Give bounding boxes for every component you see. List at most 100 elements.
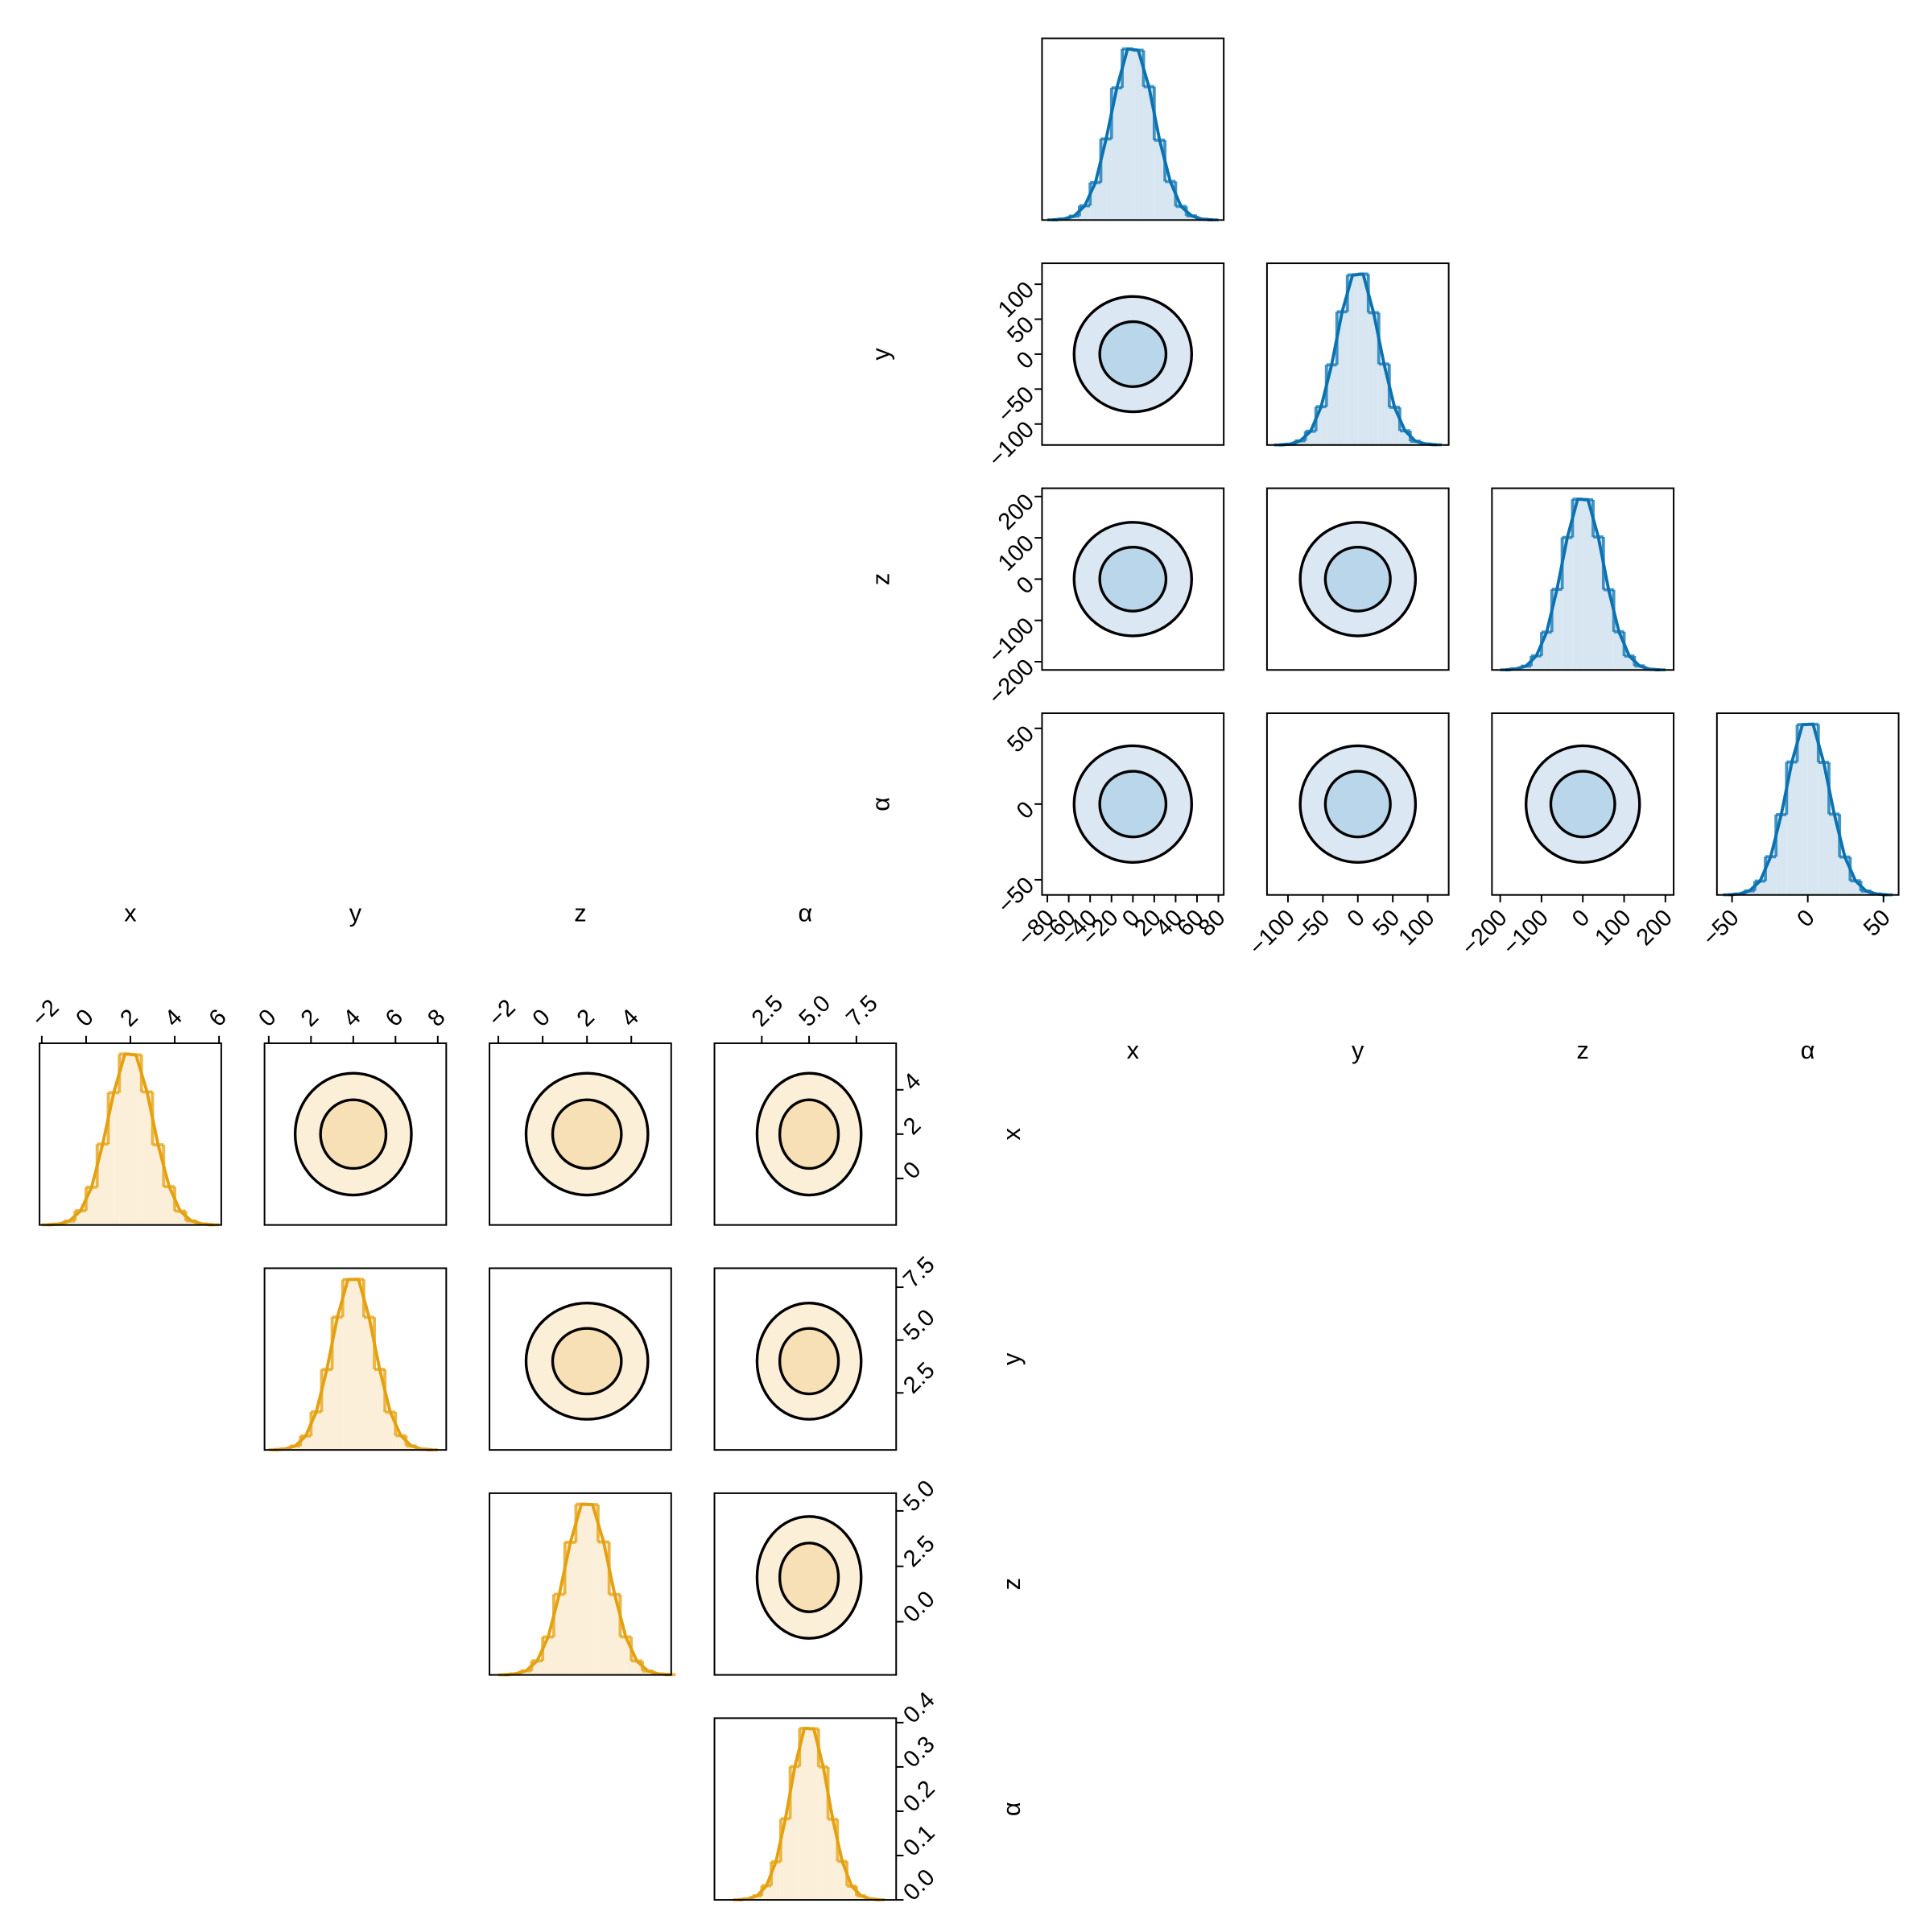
y-tick-label: 0 — [1012, 797, 1039, 824]
x-tick-label: −2 — [484, 995, 521, 1032]
histogram-bar — [1634, 666, 1645, 671]
x-tick-label: −200 — [1457, 905, 1513, 960]
histogram-bar — [752, 1896, 762, 1901]
histogram-bar — [1593, 537, 1604, 671]
x-tick-label: 2.5 — [747, 991, 788, 1032]
y-tick-label: −50 — [993, 873, 1039, 919]
x-tick-label: 7.5 — [841, 991, 882, 1032]
histogram-bar — [1378, 364, 1389, 445]
contour — [551, 1098, 623, 1170]
y-axis-label: y — [997, 1352, 1026, 1365]
density-curve — [1505, 497, 1661, 671]
x-tick-label: 100 — [1590, 905, 1636, 951]
histogram-bar — [809, 1728, 819, 1901]
density-curve — [1278, 272, 1437, 447]
histogram-bar — [374, 1369, 386, 1451]
contour — [1549, 770, 1616, 839]
histogram-bar — [141, 1092, 153, 1225]
histogram-bar — [1294, 440, 1306, 445]
histogram-bar — [1562, 537, 1573, 671]
y-tick-label: 0.0 — [898, 1587, 939, 1628]
histogram-bar — [363, 1317, 375, 1451]
x-tick-label: −2 — [27, 995, 64, 1032]
contour — [551, 1327, 623, 1396]
y-tick-label: 200 — [993, 489, 1039, 535]
x-tick-label: 200 — [1632, 905, 1678, 951]
x-axis-label: y — [1352, 1036, 1364, 1064]
histogram-bar — [1521, 666, 1532, 671]
histogram-bar — [856, 1896, 866, 1901]
x-tick-label: 5.0 — [795, 991, 836, 1032]
contour — [1323, 770, 1392, 839]
histogram-bar — [1100, 138, 1112, 221]
histogram-bar — [321, 1369, 332, 1451]
y-tick-label: 50 — [1002, 721, 1039, 758]
y-tick-label: 100 — [993, 530, 1039, 576]
histogram-bar — [1347, 275, 1358, 445]
histogram-bar — [837, 1861, 848, 1901]
x-tick-label: 2 — [116, 1005, 143, 1032]
x-tick-label: −100 — [1498, 905, 1554, 960]
histogram-bar — [847, 1886, 857, 1901]
density-curve — [503, 1502, 671, 1677]
y-tick-label: 100 — [993, 277, 1039, 323]
histogram-bar — [152, 1145, 164, 1225]
histogram-bar — [1786, 762, 1798, 895]
histogram-bar — [1572, 499, 1583, 671]
histogram-bar — [1551, 588, 1563, 671]
panel-frame — [489, 1267, 672, 1451]
x-tick-label: 6 — [204, 1005, 232, 1032]
histogram-bar — [130, 1055, 142, 1225]
histogram-bar — [828, 1818, 838, 1901]
panel-frame — [1491, 487, 1675, 671]
y-tick-label: 2 — [898, 1113, 926, 1140]
x-axis-label: z — [1577, 1036, 1589, 1064]
y-tick-label: 0.1 — [898, 1820, 939, 1861]
histogram-bar — [564, 1542, 576, 1675]
x-tick-label: 0 — [72, 1005, 99, 1032]
histogram-bar — [1829, 814, 1840, 895]
density-curve — [274, 1278, 433, 1451]
y-axis-label: z — [866, 573, 894, 585]
x-axis-label: z — [574, 898, 586, 927]
density-curve — [737, 1727, 881, 1901]
density-curve — [47, 1052, 214, 1227]
histogram-bar — [553, 1594, 565, 1675]
histogram-bar — [799, 1728, 810, 1901]
histogram-bar — [1186, 216, 1197, 221]
y-axis-label: y — [866, 348, 894, 361]
histogram-bar — [1583, 499, 1594, 671]
contour — [778, 1098, 840, 1170]
histogram-bar — [780, 1818, 791, 1901]
x-tick-label: −50 — [1698, 905, 1744, 952]
y-axis-label: x — [997, 1128, 1026, 1141]
x-tick-label: 0 — [1343, 905, 1370, 932]
x-tick-label: 100 — [1394, 905, 1440, 951]
histogram-bar — [1336, 312, 1348, 445]
histogram-bar — [642, 1670, 654, 1675]
histogram-bar — [1603, 589, 1614, 671]
y-tick-label: 0.0 — [898, 1864, 939, 1905]
x-tick-label: 0 — [1567, 905, 1595, 932]
y-axis-label: α — [997, 1802, 1026, 1816]
panel-frame — [1265, 487, 1450, 671]
histogram-bar — [1797, 724, 1808, 895]
panel-frame — [713, 1267, 898, 1451]
histogram-bar — [342, 1279, 353, 1451]
y-tick-label: −100 — [984, 613, 1039, 669]
x-axis-label: x — [124, 898, 137, 927]
histogram-bar — [1807, 724, 1818, 895]
histogram-bar — [1111, 88, 1123, 221]
histogram-bar — [818, 1766, 828, 1901]
contour — [1098, 320, 1168, 388]
x-axis-label: α — [799, 898, 813, 927]
x-tick-label: 6 — [381, 1005, 408, 1032]
y-tick-label: 2.5 — [898, 1357, 939, 1398]
panel-frame — [1041, 37, 1225, 221]
x-tick-label: 4 — [160, 1005, 188, 1032]
histogram-bar — [290, 1446, 301, 1451]
panel-frame — [263, 1267, 448, 1451]
x-axis-label: x — [1127, 1036, 1140, 1064]
panel-frame — [713, 1717, 898, 1901]
histogram-bar — [790, 1766, 800, 1901]
